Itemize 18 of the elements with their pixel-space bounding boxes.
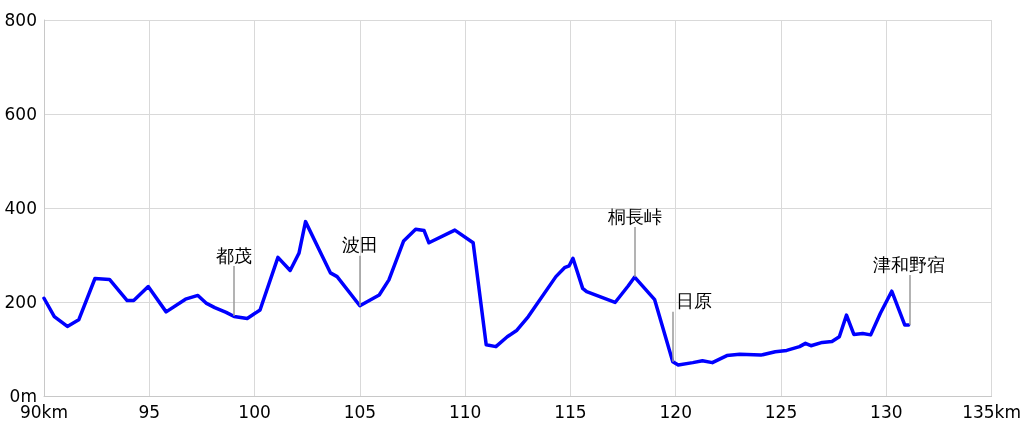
annotation: 桐長峠 <box>606 205 662 227</box>
x-tick-label: 110 <box>448 401 482 422</box>
y-tick-label: 600 <box>4 104 37 124</box>
y-tick-label: 400 <box>4 198 37 218</box>
x-tick-label: 130 <box>870 401 903 422</box>
x-tick-label: 115 <box>554 401 587 422</box>
x-tick-label: 125 <box>764 401 798 422</box>
annotation: 日原 <box>675 290 712 312</box>
x-tick-label: 120 <box>659 401 692 422</box>
y-tick-label: 800 <box>4 10 37 30</box>
annotation: 津和野宿 <box>873 253 946 275</box>
x-tick-label: 95 <box>138 401 161 422</box>
annotation: 波田 <box>341 234 378 256</box>
x-tick-label: 100 <box>238 401 271 422</box>
annotation: 都茂 <box>215 244 252 266</box>
x-tick-label: 135km <box>962 401 1021 422</box>
y-tick-label: 200 <box>4 292 37 312</box>
x-tick-label: 105 <box>343 401 377 422</box>
